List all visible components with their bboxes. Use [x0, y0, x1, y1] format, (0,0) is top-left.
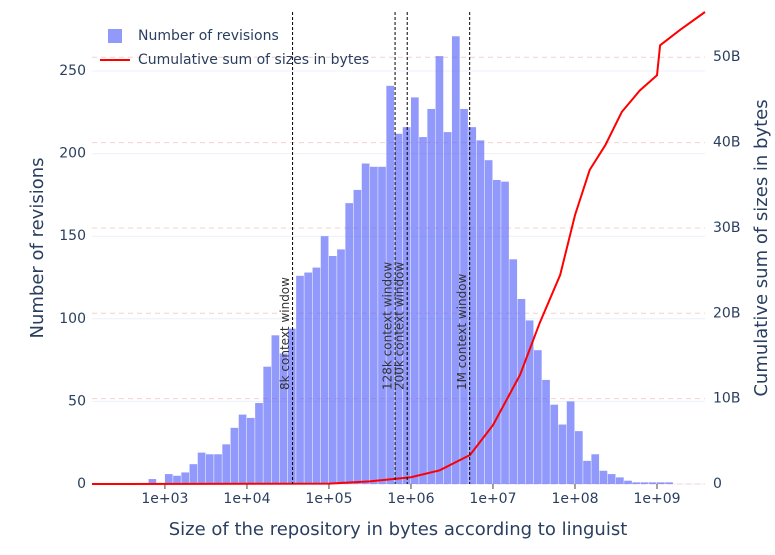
y-tick-label: 100: [59, 311, 86, 327]
legend-swatch: [108, 29, 122, 43]
y2-axis-title: Cumulative sum of sizes in bytes: [751, 99, 772, 396]
bar: [533, 350, 542, 484]
y2-tick-label: 20B: [713, 305, 740, 321]
y-tick-label: 150: [59, 228, 86, 244]
context-label: 1M context window: [455, 273, 469, 390]
bar: [410, 97, 419, 485]
bar: [296, 275, 304, 484]
x-tick-label: 1e+05: [305, 491, 352, 507]
x-tick-label: 1e+08: [551, 491, 598, 507]
legend-label: Number of revisions: [138, 28, 279, 44]
bar: [419, 137, 427, 484]
bar: [451, 36, 460, 484]
bar: [435, 56, 444, 485]
x-tick-label: 1e+03: [141, 491, 188, 507]
x-tick-label: 1e+09: [633, 491, 680, 507]
bar: [312, 267, 321, 484]
bar: [320, 236, 329, 484]
bar: [361, 163, 370, 484]
bar: [484, 160, 493, 484]
bar: [624, 480, 632, 484]
legend-label: Cumulative sum of sizes in bytes: [138, 52, 369, 68]
bar: [197, 452, 206, 484]
bar: [230, 427, 239, 484]
bar: [550, 404, 559, 484]
bar: [558, 424, 567, 484]
bar: [468, 127, 477, 485]
y2-tick-label: 50B: [713, 49, 740, 65]
bar: [205, 454, 214, 484]
bar: [378, 166, 386, 484]
context-label: 200k context window: [393, 262, 407, 390]
bar: [337, 249, 345, 484]
x-tick-label: 1e+07: [469, 491, 516, 507]
bar: [501, 181, 509, 484]
bar: [476, 140, 485, 484]
bar: [279, 353, 288, 484]
x-tick-label: 1e+04: [223, 491, 270, 507]
bar: [665, 482, 673, 484]
bar: [287, 328, 296, 484]
bar: [599, 470, 608, 484]
bar: [173, 475, 181, 484]
bar: [574, 431, 583, 484]
bar: [263, 366, 272, 484]
bar: [443, 132, 452, 485]
y-axis-title: Number of revisions: [27, 157, 48, 338]
y-tick-label: 250: [59, 63, 86, 79]
bar: [615, 477, 624, 484]
x-axis-title: Size of the repository in bytes accordin…: [169, 519, 628, 540]
bar: [345, 203, 354, 485]
bar: [648, 482, 657, 484]
bar: [607, 474, 616, 484]
bar: [328, 256, 337, 484]
y-tick-label: 0: [77, 476, 86, 492]
bar: [271, 335, 280, 484]
bar: [353, 189, 362, 484]
bar: [304, 272, 313, 484]
bar: [386, 85, 395, 485]
bar: [255, 403, 263, 484]
y2-tick-label: 40B: [713, 135, 740, 151]
bar: [369, 166, 378, 484]
y2-tick-label: 30B: [713, 220, 740, 236]
bar: [517, 298, 526, 484]
bar: [427, 108, 436, 485]
bar: [148, 479, 157, 484]
bar: [189, 464, 198, 484]
bar: [222, 444, 231, 484]
bar: [591, 454, 600, 484]
bar: [525, 320, 534, 484]
bar: [402, 127, 411, 485]
bar: [246, 417, 255, 484]
bar: [492, 180, 501, 485]
bar: [509, 259, 518, 484]
line: [91, 11, 706, 485]
context-label: 8k context window: [278, 277, 292, 390]
bar: [394, 133, 403, 484]
bar: [542, 379, 550, 484]
bar: [583, 460, 591, 484]
y-tick-label: 200: [59, 146, 86, 162]
y-tick-label: 50: [68, 393, 86, 409]
bar: [181, 472, 190, 484]
y2-tick-label: 10B: [713, 391, 740, 407]
bar: [632, 482, 641, 484]
y2-tick-label: 0: [713, 476, 722, 492]
bar: [640, 482, 649, 484]
context-label: 128k context window: [381, 262, 395, 390]
bar: [238, 414, 247, 484]
x-tick-label: 1e+06: [387, 491, 434, 507]
bar: [460, 108, 468, 485]
bar: [214, 454, 222, 484]
bar: [656, 482, 665, 484]
bar: [566, 401, 575, 484]
bar: [164, 474, 173, 484]
